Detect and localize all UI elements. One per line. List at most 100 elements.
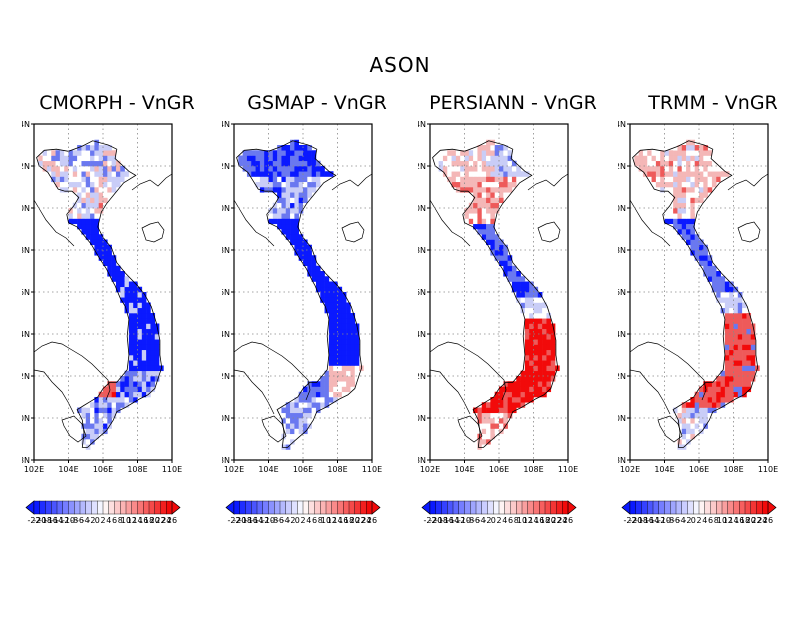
grid-cell (328, 307, 334, 314)
grid-cell (481, 187, 487, 193)
grid-cell (311, 407, 317, 414)
grid-cell (150, 365, 156, 372)
grid-cell (729, 386, 734, 393)
grid-cell (103, 402, 108, 408)
colorbar-bin (331, 500, 338, 515)
grid-cell (328, 302, 334, 309)
map-panel-gsmap: GSMAP - VnGR 24N22N20N18N16N14N12N10N8N1… (222, 90, 412, 540)
grid-cell (716, 391, 721, 398)
grid-cell (703, 160, 708, 167)
colorbar-label: -2 (288, 516, 296, 525)
grid-cell (477, 418, 483, 424)
grid-cell (724, 328, 730, 335)
colorbar-bin (297, 500, 304, 515)
grid-cell (51, 171, 56, 177)
grid-cell (737, 344, 743, 351)
grid-cell (438, 155, 444, 162)
grid-cell (346, 334, 351, 340)
grid-cell (307, 192, 312, 198)
grid-cell (94, 176, 99, 183)
grid-cell (481, 181, 487, 188)
grid-cell (298, 160, 304, 167)
grid-cell (124, 292, 130, 298)
grid-cell (716, 176, 721, 183)
grid-cell (494, 423, 500, 429)
grid-cell (111, 412, 117, 419)
grid-cell (251, 150, 256, 156)
grid-cell (311, 187, 317, 193)
grid-cell (473, 223, 478, 230)
grid-cell (333, 381, 338, 387)
grid-cell (481, 412, 487, 419)
grid-cell (673, 176, 678, 183)
grid-cell (81, 418, 87, 424)
grid-cell (341, 386, 347, 393)
colorbar-label: -18 (39, 516, 52, 525)
grid-cell (350, 328, 356, 335)
grid-cell (103, 407, 108, 414)
grid-cell (94, 428, 99, 435)
grid-cell (281, 229, 287, 235)
colorbar-label: 18 (344, 516, 354, 525)
grid-cell (150, 349, 156, 356)
grid-cell (546, 349, 552, 356)
grid-cell (724, 397, 730, 403)
grid-cell (298, 397, 304, 403)
grid-cell (107, 181, 112, 188)
grid-cell (128, 286, 134, 293)
grid-cell (511, 160, 517, 167)
grid-cell (337, 365, 343, 372)
grid-cell (272, 208, 278, 214)
grid-cell (55, 150, 61, 156)
grid-cell (524, 323, 530, 330)
colorbar-label: -18 (635, 516, 648, 525)
grid-cell (328, 281, 334, 288)
grid-cell (298, 391, 304, 398)
grid-cell (64, 166, 69, 172)
grid-cell (524, 286, 530, 293)
grid-cell (150, 328, 156, 335)
grid-cell (111, 407, 117, 414)
grid-cell (103, 386, 108, 393)
grid-cell (294, 150, 299, 156)
grid-cell (103, 160, 108, 167)
grid-cell (529, 323, 534, 330)
grid-cell (520, 171, 526, 177)
grid-cell (146, 349, 151, 356)
grid-cell (285, 407, 291, 414)
grid-cell (724, 171, 730, 177)
grid-cell (111, 265, 117, 272)
grid-cell (81, 150, 87, 156)
colorbar-label: 14 (332, 516, 342, 525)
grid-cell (550, 360, 556, 366)
grid-cell (729, 376, 734, 382)
grid-cell (303, 150, 308, 156)
grid-cell (324, 276, 330, 282)
grid-cell (499, 155, 504, 162)
map-panel-cmorph: CMORPH - VnGR 24N22N20N18N16N14N12N10N8N… (22, 90, 212, 540)
colorbar-label: -16 (441, 516, 454, 525)
grid-cell (146, 376, 151, 382)
grid-cell (294, 208, 299, 214)
grid-cell (707, 391, 713, 398)
grid-cell (94, 192, 99, 198)
colorbar-bin (493, 500, 500, 515)
grid-cell (686, 402, 691, 408)
grid-cell (729, 365, 734, 372)
grid-cell (264, 181, 269, 188)
grid-cell (307, 166, 312, 172)
grid-cell (455, 187, 461, 193)
grid-cell (542, 365, 547, 372)
x-tick-label: 106E (489, 465, 509, 474)
colorbar-bin (74, 500, 81, 515)
grid-cell (141, 307, 147, 314)
grid-cell (298, 197, 304, 204)
grid-cell (111, 171, 117, 177)
grid-cell (711, 271, 717, 277)
grid-cell (350, 313, 356, 319)
grid-cell (285, 418, 291, 424)
grid-cell (699, 386, 704, 393)
grid-cell (537, 297, 543, 303)
grid-cell (742, 302, 747, 309)
grid-cell (524, 318, 530, 324)
